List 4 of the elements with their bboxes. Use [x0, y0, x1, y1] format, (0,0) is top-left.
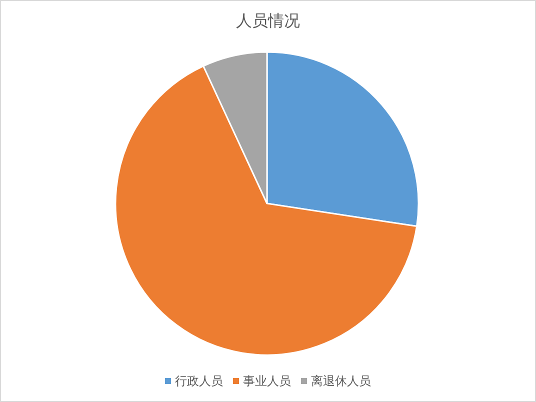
legend-label: 行政人员	[175, 374, 223, 388]
legend-label: 离退休人员	[311, 374, 371, 388]
chart-title: 人员情况	[236, 11, 300, 30]
legend-label: 事业人员	[243, 374, 291, 388]
